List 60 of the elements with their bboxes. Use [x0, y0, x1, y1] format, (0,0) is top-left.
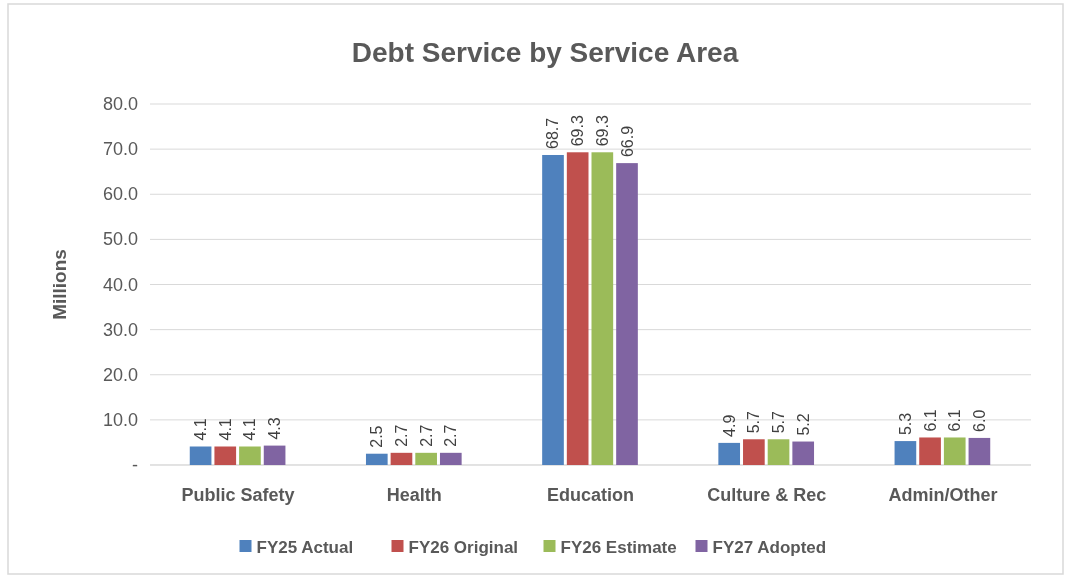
bar: [968, 437, 991, 465]
bar: [566, 152, 589, 465]
chart-title: Debt Service by Service Area: [351, 37, 739, 68]
y-tick-label: 50.0: [102, 229, 138, 250]
y-tick-label: 10.0: [102, 409, 138, 430]
bar: [616, 163, 638, 465]
legend-label: FY26 Estimate: [560, 537, 677, 557]
y-tick-label: 70.0: [102, 139, 138, 160]
y-axis-title: Millions: [49, 249, 70, 320]
data-label: 6.1: [921, 409, 939, 432]
data-label: 6.0: [970, 409, 988, 432]
data-label: 4.1: [241, 418, 259, 441]
bar: [214, 446, 237, 465]
bar: [894, 441, 917, 465]
y-tick-label: 60.0: [102, 184, 138, 205]
bar: [189, 446, 212, 465]
x-tick-label: Culture & Rec: [707, 485, 827, 505]
legend-label: FY27 Adopted: [712, 537, 827, 557]
y-tick-label: 80.0: [102, 94, 138, 114]
bar: [767, 439, 790, 465]
bar: [542, 154, 564, 465]
bar: [792, 441, 815, 465]
data-label: 2.7: [442, 424, 460, 447]
data-label: 2.5: [368, 425, 386, 448]
data-label: 69.3: [593, 115, 611, 147]
legend-label: FY25 Actual: [256, 537, 354, 557]
bar: [743, 439, 765, 465]
data-label: 69.3: [569, 115, 587, 147]
bar: [591, 152, 614, 465]
data-label: 4.9: [720, 414, 738, 437]
bar: [263, 445, 286, 465]
data-label: 6.1: [946, 409, 964, 432]
x-tick-label: Health: [386, 485, 442, 505]
bar: [718, 442, 741, 465]
data-label: 4.1: [192, 418, 210, 441]
bar: [415, 452, 437, 465]
x-tick-label: Public Safety: [181, 485, 295, 505]
y-tick-label: 30.0: [102, 319, 138, 340]
y-tick-label: -: [132, 455, 138, 475]
data-label: 4.1: [216, 418, 234, 441]
data-label: 68.7: [544, 117, 562, 149]
x-tick-label: Education: [546, 485, 635, 505]
x-tick-label: Admin/Other: [888, 485, 998, 505]
y-tick-label: 20.0: [102, 364, 138, 385]
data-label: 2.7: [392, 424, 410, 447]
bar: [439, 452, 462, 465]
data-label: 5.3: [896, 412, 914, 436]
data-label: 2.7: [417, 424, 435, 447]
bar: [365, 453, 388, 465]
data-label: 5.2: [794, 413, 812, 436]
data-label: 4.3: [266, 417, 284, 440]
bar: [239, 446, 261, 465]
data-label: 66.9: [618, 125, 636, 158]
legend-label: FY26 Original: [408, 537, 519, 557]
y-tick-label: 40.0: [102, 274, 138, 295]
data-label: 5.7: [770, 410, 788, 434]
data-label: 5.7: [745, 410, 763, 434]
bar: [919, 437, 941, 465]
bar: [943, 437, 966, 465]
bar: [390, 452, 413, 465]
